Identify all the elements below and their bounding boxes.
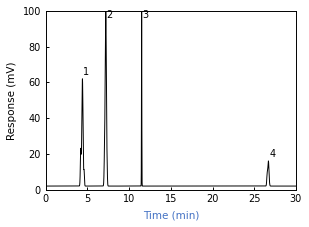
- Text: 3: 3: [142, 10, 149, 20]
- X-axis label: Time (min): Time (min): [143, 210, 199, 220]
- Y-axis label: Response (mV): Response (mV): [7, 61, 17, 140]
- Text: 1: 1: [83, 67, 89, 77]
- Text: 2: 2: [107, 10, 113, 20]
- Text: 4: 4: [269, 149, 275, 159]
